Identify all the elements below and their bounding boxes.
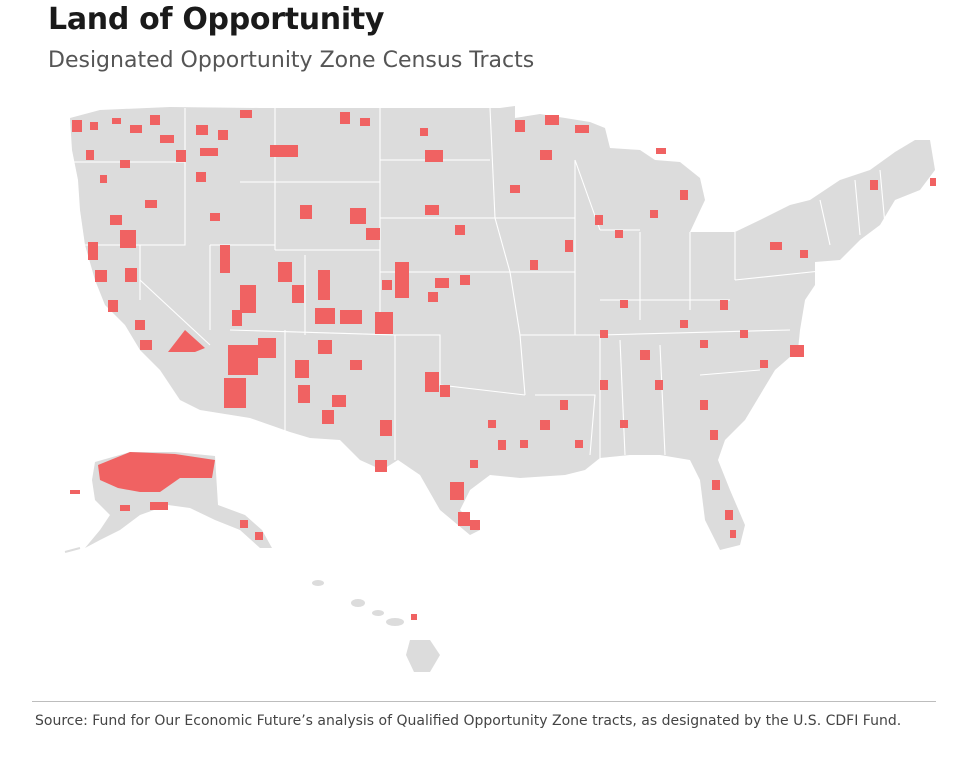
hawaii-land [312, 580, 440, 672]
source-note: Source: Fund for Our Economic Future’s a… [35, 713, 902, 729]
us-map [64, 106, 936, 672]
map-title: Land of Opportunity [48, 2, 385, 37]
map-subtitle: Designated Opportunity Zone Census Tract… [48, 48, 535, 73]
contiguous-us-land [70, 106, 935, 550]
opportunity-zone-tracts [70, 110, 936, 620]
footer-divider [32, 701, 936, 702]
aleutian-islands [64, 547, 81, 553]
state-borders [70, 107, 886, 460]
